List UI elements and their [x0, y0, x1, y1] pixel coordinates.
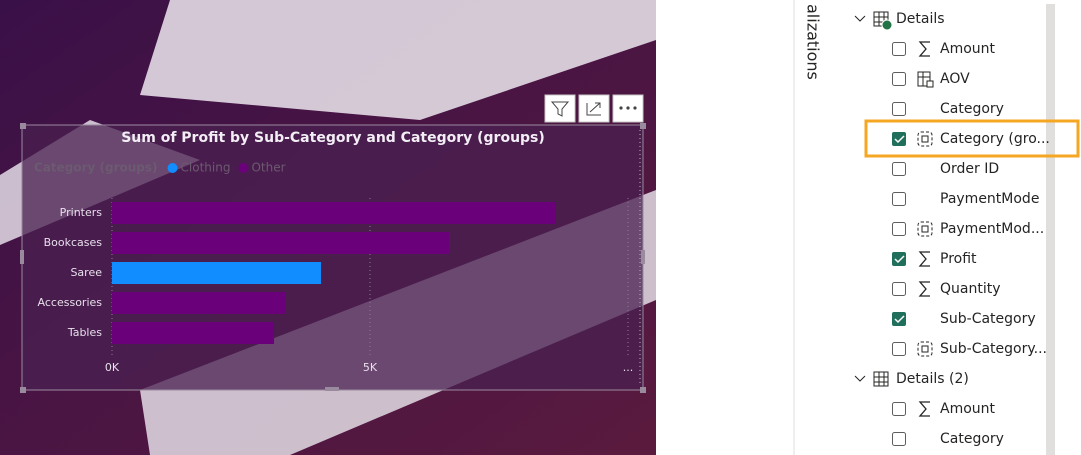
table-name[interactable]: Details (2) [896, 371, 969, 387]
sigma-icon [918, 251, 930, 267]
chart-title: Sum of Profit by Sub-Category and Catego… [121, 130, 545, 146]
table-icon-grid [874, 12, 888, 26]
calc-table-icon [917, 71, 931, 87]
filter-button[interactable] [544, 94, 576, 123]
checkbox[interactable] [892, 102, 906, 116]
bar [112, 292, 286, 314]
chevron[interactable] [854, 375, 866, 382]
checkbox[interactable] [892, 282, 906, 296]
checkbox-checked[interactable] [892, 312, 906, 326]
group-icon [917, 221, 933, 237]
checkbox[interactable] [892, 342, 906, 356]
checkbox[interactable] [892, 192, 906, 206]
highlight-box [864, 119, 1080, 158]
y-tick-label: Tables [67, 326, 102, 339]
checkbox[interactable] [892, 432, 906, 446]
field-name[interactable]: Sub-Category [940, 311, 1036, 327]
group-icon [917, 131, 933, 147]
group-icon-core [921, 345, 929, 353]
fields-pane [794, 0, 1081, 455]
field-name[interactable]: Order ID [940, 161, 999, 177]
focus-icon [586, 102, 601, 116]
sigma-icon [918, 401, 930, 417]
field-name[interactable]: PaymentMod... [940, 221, 1044, 237]
table-icon-grid [874, 372, 888, 386]
table-badge [881, 19, 893, 31]
legend-label: Other [251, 161, 285, 175]
checkmark [894, 315, 905, 324]
legend-title: Category (groups) [34, 161, 158, 175]
group-icon-core [921, 135, 929, 143]
checkbox-checked[interactable] [892, 132, 906, 146]
checkbox[interactable] [892, 72, 906, 86]
field-name[interactable]: AOV [940, 71, 970, 87]
checkbox[interactable] [892, 42, 906, 56]
field-name[interactable]: Profit [940, 251, 977, 267]
bar [112, 262, 321, 284]
checkbox[interactable] [892, 402, 906, 416]
field-name[interactable]: Amount [940, 41, 996, 57]
sigma-icon [918, 281, 930, 297]
x-tick-label: 0K [105, 361, 120, 374]
checkbox[interactable] [892, 162, 906, 176]
scrollbar[interactable] [1046, 4, 1055, 455]
field-name[interactable]: Category (gro... [940, 131, 1050, 147]
table-icon [873, 11, 889, 27]
table-name[interactable]: Details [896, 11, 945, 27]
y-tick-label: Saree [70, 266, 102, 279]
field-name[interactable]: PaymentMode [940, 191, 1039, 207]
checkmark [894, 255, 905, 264]
x-tick-label: ... [623, 361, 634, 374]
field-name[interactable]: Category [940, 101, 1004, 117]
more-icon [619, 106, 637, 110]
sigma-icon [918, 41, 930, 57]
visual-header [544, 94, 644, 123]
pane-title: alizations [804, 4, 823, 80]
field-name[interactable]: Sub-Category... [940, 341, 1047, 357]
y-tick-label: Accessories [38, 296, 103, 309]
checkmark [894, 135, 905, 144]
y-tick-label: Printers [60, 206, 103, 219]
group-icon-core [921, 225, 929, 233]
legend-swatch [167, 163, 178, 173]
visual-container[interactable] [21, 124, 644, 391]
canvas-stripe [140, 0, 656, 120]
bar [112, 202, 557, 224]
chevron[interactable] [854, 15, 866, 22]
bar [112, 232, 449, 254]
gap [656, 0, 794, 455]
field-name[interactable]: Amount [940, 401, 996, 417]
legend-swatch [238, 163, 249, 173]
filter-icon [550, 101, 570, 117]
field-name[interactable]: Category [940, 431, 1004, 447]
resize-handles [20, 123, 646, 393]
field-name[interactable]: Quantity [940, 281, 1001, 297]
checkbox[interactable] [892, 222, 906, 236]
group-icon [917, 341, 933, 357]
y-tick-label: Bookcases [44, 236, 103, 249]
x-tick-label: 5K [363, 361, 378, 374]
checkbox-checked[interactable] [892, 252, 906, 266]
legend-label: Clothing [181, 161, 231, 175]
table-icon [873, 371, 889, 387]
calc-table-lines [918, 72, 934, 88]
bar [112, 322, 275, 344]
